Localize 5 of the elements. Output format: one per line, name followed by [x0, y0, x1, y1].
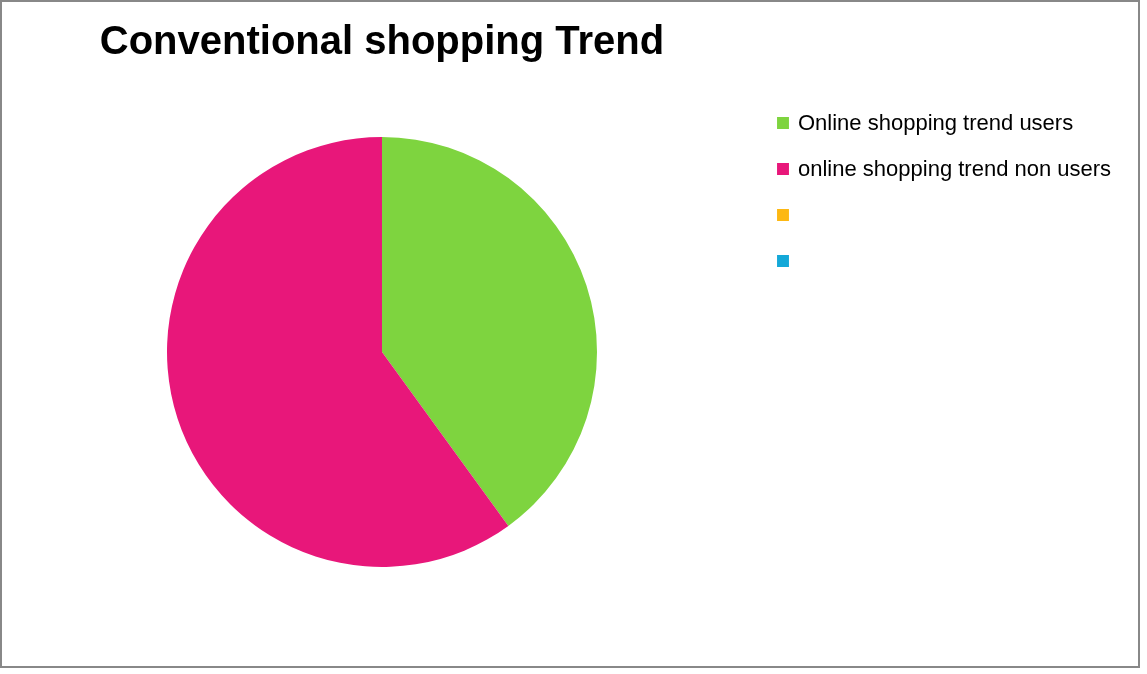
chart-title: Conventional shopping Trend — [99, 18, 665, 62]
pie-slice — [382, 137, 597, 526]
legend-label: online shopping trend non users — [798, 156, 1112, 181]
legend-label: Online shopping trend users — [798, 110, 1074, 135]
pie-slice — [167, 137, 509, 567]
